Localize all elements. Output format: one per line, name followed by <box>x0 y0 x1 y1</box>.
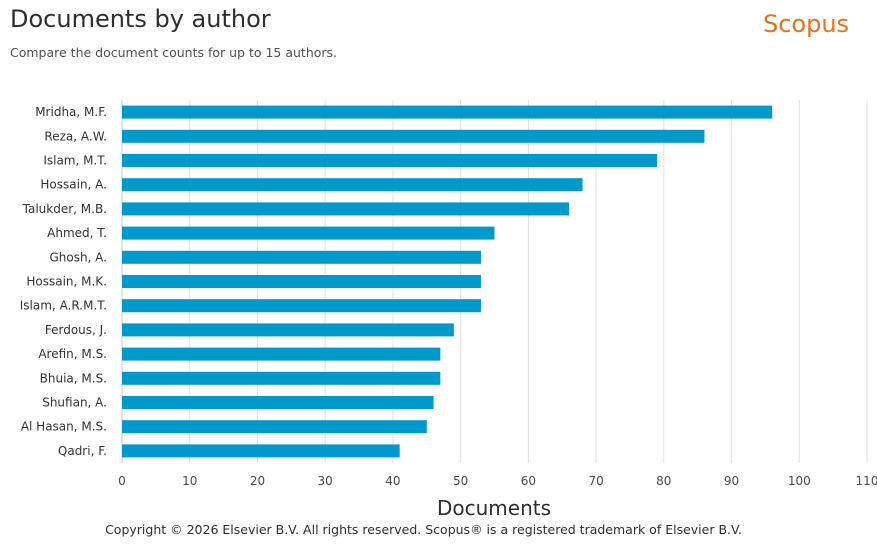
x-tick-label: 60 <box>521 474 536 488</box>
x-tick-label: 100 <box>788 474 811 488</box>
bar[interactable] <box>122 250 481 264</box>
category-label: Al Hasan, M.S. <box>21 420 107 434</box>
bar[interactable] <box>122 154 658 167</box>
category-labels: Mridha, M.F. Reza, A.W. Islam, M.T. Hossain… <box>20 105 107 458</box>
x-tick-label: 0 <box>118 474 126 488</box>
x-tick-label: 30 <box>318 474 333 488</box>
bar[interactable] <box>122 275 481 288</box>
category-label: Qadri, F. <box>58 444 107 458</box>
bar[interactable] <box>122 178 583 192</box>
bar[interactable] <box>122 396 434 409</box>
bar[interactable] <box>122 226 495 240</box>
x-tick-label: 80 <box>656 474 671 488</box>
category-label: Ahmed, T. <box>47 226 107 240</box>
category-label: Hossain, M.K. <box>26 275 107 289</box>
category-label: Shufian, A. <box>42 396 107 410</box>
category-label: Islam, M.T. <box>43 154 107 168</box>
x-axis-title: Documents <box>437 496 551 520</box>
scopus-logo[interactable]: Scopus <box>763 10 850 38</box>
bar[interactable] <box>122 202 569 216</box>
bar[interactable] <box>122 129 705 143</box>
x-tick-label: 20 <box>250 474 265 488</box>
bars <box>122 105 773 458</box>
x-tick-label: 50 <box>453 474 468 488</box>
bar[interactable] <box>122 371 441 385</box>
category-label: Bhuia, M.S. <box>40 371 107 385</box>
category-label: Reza, A.W. <box>44 129 107 143</box>
x-tick-label: 40 <box>385 474 400 488</box>
category-label: Talukder, M.B. <box>22 202 107 216</box>
chart-title: Documents by author <box>10 5 271 33</box>
category-label: Mridha, M.F. <box>35 105 107 119</box>
category-label: Ferdous, J. <box>45 323 107 337</box>
bar[interactable] <box>122 347 441 361</box>
x-tick-label: 70 <box>588 474 603 488</box>
x-tick-label: 10 <box>182 474 197 488</box>
chart-subtitle: Compare the document counts for up to 15… <box>10 45 338 60</box>
bar[interactable] <box>122 420 427 434</box>
bar[interactable] <box>122 444 400 458</box>
bar[interactable] <box>122 323 454 337</box>
x-tick-label: 90 <box>724 474 739 488</box>
category-label: Hossain, A. <box>40 178 107 192</box>
category-label: Arefin, M.S. <box>38 347 107 361</box>
copyright-text: Copyright © 2026 Elsevier B.V. All right… <box>105 522 742 537</box>
category-label: Islam, A.R.M.T. <box>20 299 107 313</box>
x-tick-labels: 0 10 20 30 40 50 60 70 80 90 100 110 <box>118 474 877 488</box>
bar[interactable] <box>122 299 481 313</box>
x-tick-label: 110 <box>856 474 877 488</box>
bar[interactable] <box>122 105 773 119</box>
category-label: Ghosh, A. <box>49 250 107 264</box>
